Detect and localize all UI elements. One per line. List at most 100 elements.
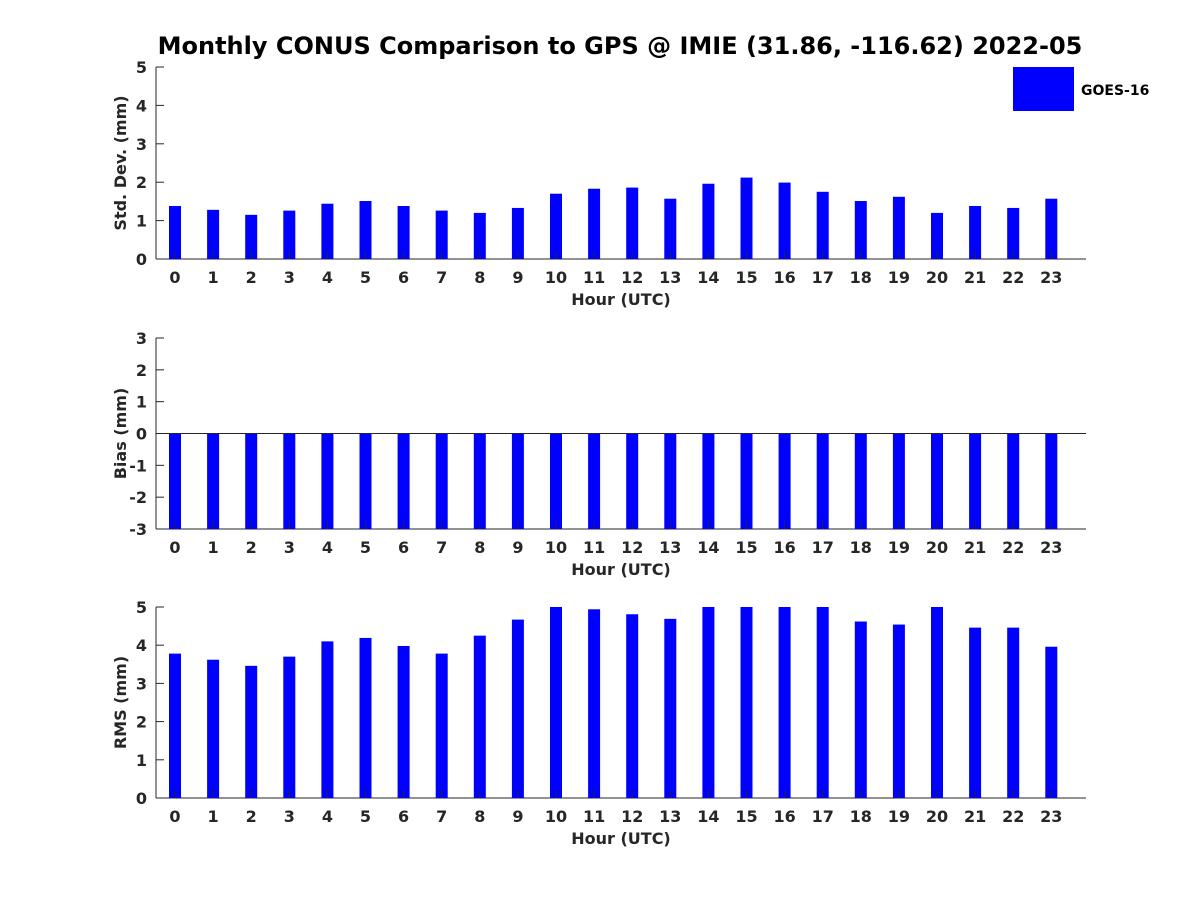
bias-x-label: Hour (UTC) (571, 560, 671, 579)
rms-bar (1007, 627, 1020, 798)
rms-y-tick-label: 0 (136, 789, 147, 808)
bias-x-tick-label: 13 (659, 538, 681, 557)
bias-x-tick-label: 22 (1002, 538, 1024, 557)
rms-x-tick-label: 12 (621, 807, 643, 826)
rms-x-tick-label: 19 (888, 807, 910, 826)
rms-bar (702, 607, 715, 798)
std-dev-bar (435, 210, 448, 259)
std-dev-x-tick-label: 19 (888, 268, 910, 287)
bias-y-label: Bias (mm) (111, 388, 130, 480)
std-dev-x-tick-label: 15 (735, 268, 757, 287)
rms-x-tick-label: 0 (169, 807, 180, 826)
bias-y-tick-label: -3 (129, 520, 147, 539)
std-dev-bar (816, 191, 829, 259)
std-dev-bar (740, 177, 753, 259)
bias-x-tick-label: 5 (360, 538, 371, 557)
bias-bar (664, 433, 677, 529)
rms-x-tick-label: 6 (398, 807, 409, 826)
bias-x-tick-label: 20 (926, 538, 948, 557)
std-dev-x-tick-label: 12 (621, 268, 643, 287)
std-dev-x-tick-label: 20 (926, 268, 948, 287)
rms-y-tick-label: 5 (136, 598, 147, 617)
bias-bar (245, 433, 258, 529)
rms-x-tick-label: 1 (208, 807, 219, 826)
bias-x-tick-label: 8 (474, 538, 485, 557)
bias-x-tick-label: 0 (169, 538, 180, 557)
bias-bar (778, 433, 791, 529)
bias-bar (740, 433, 753, 529)
bias-x-tick-label: 2 (246, 538, 257, 557)
std-dev-bar (245, 214, 258, 259)
rms-bar (473, 635, 486, 798)
rms-x-tick-label: 18 (850, 807, 872, 826)
std-dev-bar (207, 209, 220, 259)
std-dev-bar (511, 207, 524, 259)
std-dev-bar (359, 201, 372, 259)
rms-y-tick-label: 2 (136, 713, 147, 732)
bias-bar (321, 433, 334, 529)
bias-x-tick-label: 4 (322, 538, 333, 557)
std-dev-x-tick-label: 18 (850, 268, 872, 287)
std-dev-x-tick-label: 5 (360, 268, 371, 287)
std-dev-bar (321, 203, 334, 259)
bias-bar (1045, 433, 1058, 529)
rms-bar (854, 621, 867, 798)
rms-y-tick-label: 1 (136, 751, 147, 770)
rms-bar (283, 656, 296, 798)
bias-y-tick-label: 3 (136, 329, 147, 348)
bias-bar (550, 433, 562, 529)
std-dev-bar (778, 182, 791, 259)
rms-x-tick-label: 10 (545, 807, 567, 826)
rms-bar (511, 619, 524, 798)
std-dev-bar (397, 206, 410, 259)
rms-bar (816, 607, 829, 798)
std-dev-x-tick-label: 10 (545, 268, 567, 287)
bias-bar (816, 433, 829, 529)
rms-bar (588, 609, 601, 798)
rms-bar (931, 607, 943, 798)
legend-swatch (1013, 67, 1074, 111)
std-dev-y-tick-label: 0 (136, 250, 147, 269)
rms-x-tick-label: 2 (246, 807, 257, 826)
bias-x-tick-label: 14 (697, 538, 719, 557)
bias-x-tick-label: 17 (812, 538, 834, 557)
bias-y-tick-label: -1 (129, 456, 147, 475)
rms-bar (169, 653, 181, 798)
rms-x-tick-label: 11 (583, 807, 605, 826)
bias-x-tick-label: 12 (621, 538, 643, 557)
std-dev-y-label: Std. Dev. (mm) (111, 95, 130, 230)
std-dev-x-tick-label: 9 (512, 268, 523, 287)
rms-y-tick-label: 4 (136, 636, 147, 655)
bias-bar (702, 433, 715, 529)
rms-x-tick-label: 7 (436, 807, 447, 826)
bias-bar (969, 433, 982, 529)
std-dev-x-tick-label: 17 (812, 268, 834, 287)
rms-x-tick-label: 20 (926, 807, 948, 826)
std-dev-bar (1045, 198, 1058, 259)
rms-x-tick-label: 3 (284, 807, 295, 826)
bias-bar (283, 433, 296, 529)
std-dev-y-tick-label: 4 (136, 96, 147, 115)
std-dev-bar (283, 210, 296, 259)
std-dev-bar (854, 201, 867, 259)
bias-x-tick-label: 6 (398, 538, 409, 557)
legend-label: GOES-16 (1081, 83, 1149, 99)
bias-x-tick-label: 7 (436, 538, 447, 557)
bias-bar (397, 433, 410, 529)
std-dev-y-tick-label: 5 (136, 58, 147, 77)
std-dev-x-tick-label: 21 (964, 268, 986, 287)
bias-bar (473, 433, 486, 529)
bias-bar (854, 433, 867, 529)
bias-bar (435, 433, 448, 529)
bias-y-tick-label: -2 (129, 488, 147, 507)
std-dev-x-tick-label: 3 (284, 268, 295, 287)
std-dev-x-tick-label: 2 (246, 268, 257, 287)
chart-title: Monthly CONUS Comparison to GPS @ IMIE (… (158, 32, 1083, 60)
rms-bar (435, 653, 448, 798)
rms-x-tick-label: 22 (1002, 807, 1024, 826)
bias-x-tick-label: 1 (208, 538, 219, 557)
bias-x-tick-label: 19 (888, 538, 910, 557)
rms-bar (359, 637, 372, 798)
